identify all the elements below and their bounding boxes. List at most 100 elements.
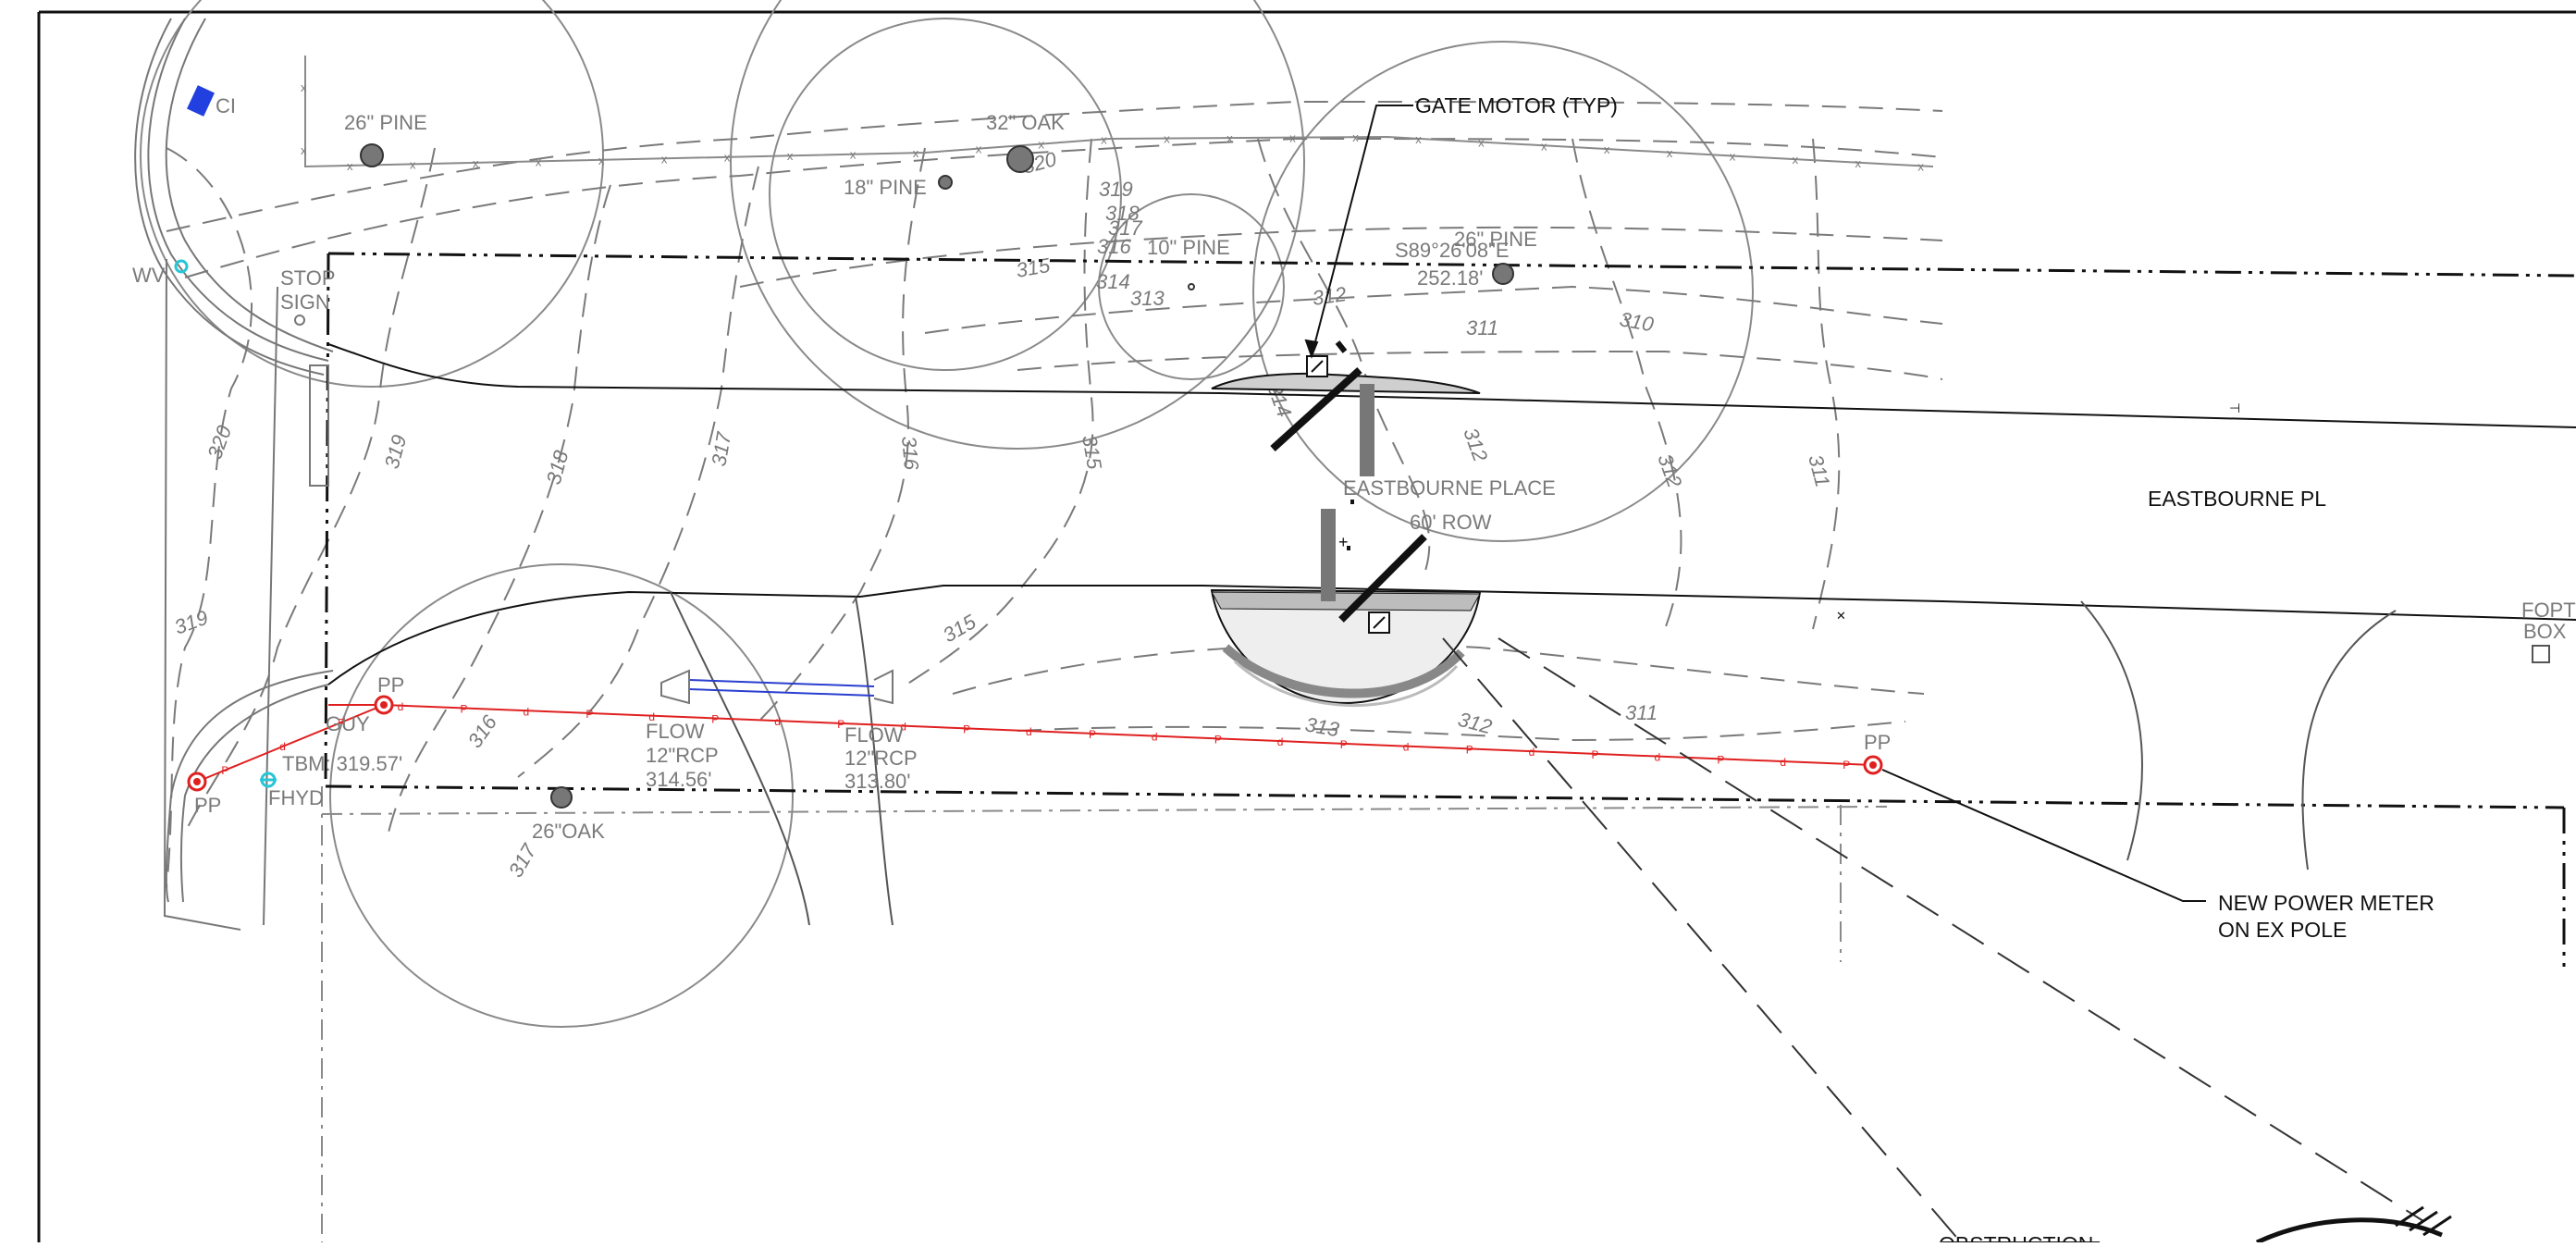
fence-marker: x	[1415, 132, 1422, 146]
contour-label: 316	[897, 435, 923, 472]
power-line-marker: d	[648, 710, 655, 723]
power-line-marker: d	[1277, 735, 1284, 748]
guy-wire-label: GUY	[326, 712, 370, 735]
tree-label: 26" PINE	[344, 111, 427, 134]
street-place-label: EASTBOURNE PLACE	[1343, 476, 1556, 500]
power-meter-leader	[1881, 769, 2206, 902]
fiber-optic-label: BOX	[2523, 620, 2567, 643]
stop-sign-icon	[294, 315, 305, 326]
contour-label: 312	[1459, 425, 1492, 464]
power-pole	[187, 772, 207, 792]
contour-label: 320	[203, 422, 236, 463]
tree-label: 26" PINE	[1454, 228, 1537, 251]
fence-markers: x x x x x x x x x x x x x x x x x x x x x x x x x x x x	[301, 80, 1924, 173]
contour-label: 313	[1303, 712, 1341, 741]
contour-labels: 320 320 319 319 319 318 318 317 317 317 …	[171, 147, 1834, 882]
flow-pipe-label: 12"RCP	[844, 747, 918, 770]
contour-label: 317	[1108, 216, 1142, 240]
contour-label: 311	[1625, 701, 1658, 724]
flow-elevation-label: 314.56'	[646, 768, 712, 791]
fiber-optic-label: FOPT	[2521, 599, 2576, 622]
fence-marker: x	[1289, 131, 1296, 145]
flow-label: FLOW	[646, 720, 705, 743]
survey-mark: ✕	[1836, 609, 1846, 623]
fence-marker: x	[1604, 142, 1610, 156]
power-line-marker: d	[1529, 746, 1535, 759]
power-line-marker: d	[398, 700, 404, 713]
power-line-marker: P	[338, 716, 345, 729]
tree-label: 26"OAK	[532, 820, 605, 843]
power-line-marker: d	[1152, 731, 1158, 744]
fence-marker: x	[850, 148, 857, 162]
road-edges	[327, 343, 2576, 685]
contour-label: 319	[1099, 178, 1133, 201]
fence-marker: x	[1478, 136, 1485, 150]
right-of-way-lines	[321, 786, 1888, 1242]
tree-canopies	[140, 0, 1754, 1028]
fire-hydrant-label: FHYD	[268, 786, 324, 809]
flow-labels: FLOW 12"RCP 314.56' FLOW 12"RCP 313.80'	[646, 720, 918, 793]
tree-label: 18" PINE	[844, 176, 927, 199]
flow-end-sections	[660, 669, 894, 705]
sheet-border	[37, 10, 2576, 1242]
power-line-marker: d	[1403, 741, 1410, 754]
curb-inlet-label: CI	[216, 94, 236, 117]
fence-marker: x	[1793, 153, 1799, 167]
tree-trunk	[360, 143, 384, 167]
cross-drains	[670, 591, 2397, 926]
power-line-marker: P	[963, 723, 970, 736]
power-meter-callout: ON EX POLE	[2218, 918, 2347, 942]
contour-label: 312	[1653, 451, 1686, 490]
survey-marks: ✕ ⊣ +	[1338, 401, 2240, 623]
flow-pipe-label: 12"RCP	[646, 744, 719, 767]
fence-marker: x	[536, 154, 542, 168]
power-meter-callout: NEW POWER METER	[2218, 891, 2434, 915]
tree-labels: 26" PINE 32" OAK 18" PINE 10" PINE 26" P…	[344, 111, 1537, 843]
fence-marker: x	[1541, 139, 1547, 153]
power-pole	[374, 695, 394, 715]
power-pole-label: PP	[194, 794, 221, 817]
fence-marker: x	[410, 157, 416, 171]
survey-mark: ⊣	[2229, 401, 2240, 415]
contour-label: 319	[380, 432, 412, 471]
stop-sign-label: STOP	[280, 266, 336, 290]
fence-marker: x	[976, 142, 982, 156]
tree-trunks	[360, 143, 1514, 809]
fire-hydrant-icon	[260, 772, 277, 788]
fence-marker: x	[661, 152, 668, 166]
fence-marker: x	[1917, 159, 1924, 173]
tree-trunk	[1188, 283, 1195, 290]
power-line-marker: d	[524, 705, 530, 718]
sight-lines	[1442, 637, 2424, 1243]
water-valve-label: WV	[132, 264, 166, 287]
street-name-label: EASTBOURNE PL	[2148, 487, 2326, 511]
contour-label: 317	[707, 430, 735, 468]
power-line-marker: P	[837, 718, 844, 731]
power-poles	[187, 695, 1883, 792]
tree-label: 10" PINE	[1147, 236, 1230, 259]
power-pole-label: PP	[377, 673, 404, 697]
property-lines	[324, 252, 2576, 971]
fence-marker: x	[347, 159, 353, 173]
fence-marker: x	[301, 80, 307, 94]
fence-marker: x	[598, 154, 605, 167]
power-line-marker: P	[1089, 728, 1096, 741]
contour-label: 316	[1097, 235, 1131, 258]
power-line-marker: P	[221, 764, 228, 777]
contour-label: 311	[1804, 452, 1834, 489]
power-line-marker: P	[1843, 759, 1850, 772]
power-line-marker: P	[711, 713, 719, 726]
curb-inlet-icon	[187, 85, 215, 117]
power-line-marker: d	[1655, 751, 1661, 764]
tree-trunk	[1006, 145, 1034, 173]
contour-label: 315	[1015, 253, 1053, 282]
fence-marker: x	[724, 151, 731, 165]
contour-lines	[166, 100, 1943, 889]
fence-marker: x	[473, 156, 479, 170]
detail-circle	[2255, 1205, 2452, 1245]
contour-label: 318	[542, 448, 573, 488]
contour-label: 314	[1096, 270, 1130, 293]
power-pole	[1863, 755, 1883, 775]
